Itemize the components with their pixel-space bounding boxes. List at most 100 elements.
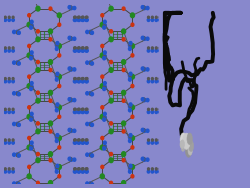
Circle shape [12,16,14,18]
Circle shape [57,13,61,18]
Circle shape [142,129,145,132]
Circle shape [154,141,157,144]
Circle shape [0,16,2,18]
Circle shape [30,86,32,89]
Circle shape [129,103,132,106]
Circle shape [86,168,87,170]
Circle shape [102,86,105,89]
Circle shape [12,170,14,173]
Circle shape [82,141,84,144]
Circle shape [90,123,92,126]
Circle shape [56,164,58,168]
Circle shape [82,80,84,83]
Circle shape [102,57,105,60]
Circle shape [49,99,52,102]
Circle shape [155,168,156,170]
Circle shape [55,170,58,173]
Circle shape [78,170,80,173]
Circle shape [30,116,33,119]
Circle shape [78,19,80,21]
Circle shape [109,129,113,134]
Circle shape [85,78,87,80]
Circle shape [77,78,79,80]
Circle shape [122,38,124,41]
Circle shape [85,47,87,49]
Circle shape [55,44,58,47]
Circle shape [130,54,133,57]
Circle shape [147,78,149,80]
Circle shape [151,168,153,170]
Circle shape [128,73,131,77]
Circle shape [128,135,131,138]
Circle shape [128,165,131,169]
Circle shape [142,36,144,40]
Circle shape [142,98,144,101]
Circle shape [73,49,76,52]
Circle shape [16,123,19,126]
Circle shape [56,135,58,138]
Circle shape [18,123,20,127]
Circle shape [73,129,76,132]
Circle shape [30,87,32,91]
Circle shape [56,103,58,106]
Circle shape [4,19,6,21]
Circle shape [90,183,93,186]
Circle shape [85,170,87,173]
Circle shape [28,44,30,48]
Circle shape [73,99,76,102]
Circle shape [57,136,61,140]
Circle shape [56,133,58,137]
Circle shape [81,49,83,52]
Circle shape [27,53,31,58]
Circle shape [16,92,18,95]
Circle shape [142,99,145,102]
Circle shape [141,98,144,101]
Circle shape [82,47,84,49]
Circle shape [100,174,104,179]
Circle shape [58,23,60,26]
Circle shape [86,153,88,156]
Circle shape [128,170,131,173]
Circle shape [130,164,134,169]
Circle shape [12,111,14,114]
Circle shape [158,78,160,80]
Circle shape [30,57,32,60]
Circle shape [55,166,58,170]
Circle shape [85,168,87,170]
Circle shape [12,122,15,126]
Circle shape [82,19,84,21]
Circle shape [73,111,76,114]
Circle shape [109,60,112,64]
Circle shape [28,14,30,17]
Circle shape [30,146,32,149]
Circle shape [57,44,61,48]
Circle shape [158,168,160,170]
Circle shape [85,108,87,110]
Circle shape [36,98,40,103]
Circle shape [36,122,39,125]
Circle shape [130,175,133,178]
Circle shape [154,80,157,83]
Circle shape [4,16,6,18]
Circle shape [130,115,133,118]
Circle shape [73,139,75,141]
Circle shape [130,136,134,140]
Circle shape [186,140,190,148]
Circle shape [69,6,71,9]
Circle shape [85,49,87,52]
Circle shape [68,128,70,132]
Circle shape [27,84,31,88]
Circle shape [28,165,30,168]
Circle shape [68,67,70,70]
Circle shape [142,37,145,40]
Circle shape [30,141,33,144]
Circle shape [128,44,131,47]
Circle shape [30,145,33,148]
Circle shape [58,115,60,118]
Circle shape [102,147,105,150]
Circle shape [142,158,145,161]
Circle shape [88,92,91,95]
Circle shape [69,36,71,40]
Circle shape [103,24,106,27]
Circle shape [30,147,32,150]
